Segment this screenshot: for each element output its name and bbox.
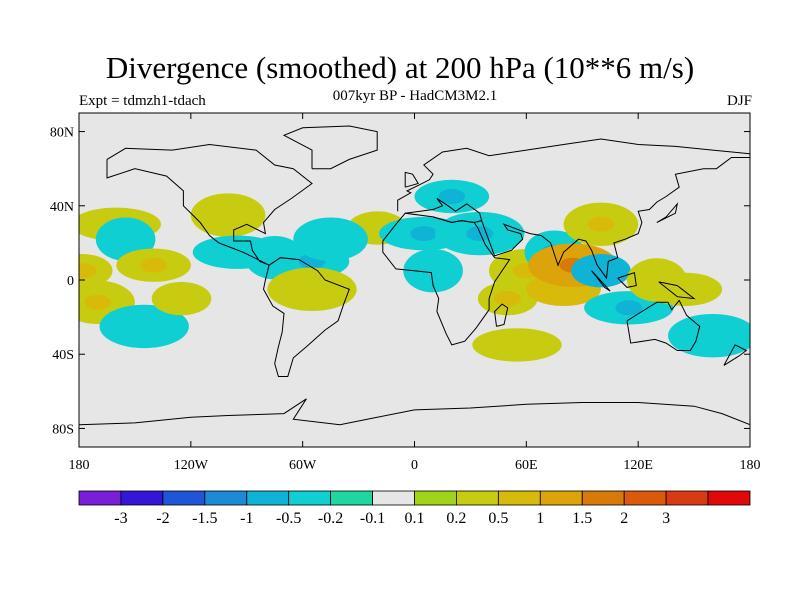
coastline-segment bbox=[658, 281, 696, 300]
coastline-segment bbox=[656, 202, 679, 223]
divergence-core bbox=[84, 294, 111, 310]
colorbar-label: 0.1 bbox=[405, 510, 425, 527]
divergence-core bbox=[699, 328, 727, 344]
divergence-core bbox=[140, 257, 168, 273]
coastlines bbox=[79, 125, 750, 426]
colorbar-label: -1.5 bbox=[192, 510, 217, 527]
coastline-segment bbox=[626, 299, 701, 351]
divergence-core bbox=[419, 263, 447, 279]
colorbar-label: 0.2 bbox=[446, 510, 466, 527]
season-label: DJF bbox=[726, 93, 752, 109]
colorbar-label: 0.5 bbox=[488, 510, 508, 527]
colorbar-swatch bbox=[288, 490, 332, 506]
colorbar-label: -2 bbox=[156, 510, 169, 527]
coastline-segment bbox=[397, 138, 750, 212]
colorbar-swatch bbox=[497, 490, 541, 506]
colorbar-label: 1 bbox=[536, 510, 544, 527]
lon-tick-label: 60W bbox=[289, 458, 317, 473]
divergence-core bbox=[587, 216, 615, 232]
divergence-core bbox=[168, 291, 195, 307]
divergence-core bbox=[410, 226, 438, 242]
lat-tick-label: 40N bbox=[50, 200, 74, 215]
coastline-segment bbox=[591, 270, 611, 292]
colorbar-label: -3 bbox=[114, 510, 127, 527]
colorbar-label: 3 bbox=[662, 510, 670, 527]
coastline-segment bbox=[282, 125, 378, 170]
experiment-label: Expt = tdmzh1-tdach bbox=[79, 93, 206, 109]
coastline-segment bbox=[404, 171, 419, 188]
lon-tick-label: 60E bbox=[515, 458, 538, 473]
colorbar-swatch bbox=[372, 490, 415, 506]
map-title: Divergence (smoothed) at 200 hPa (10**6 … bbox=[105, 50, 695, 85]
colorbar-swatch bbox=[581, 490, 625, 506]
colorbar-swatch bbox=[455, 490, 499, 506]
colorbar-swatch bbox=[120, 490, 164, 506]
colorbar-label: -0.1 bbox=[360, 510, 385, 527]
colorbar-swatch bbox=[78, 490, 122, 506]
lat-tick-label: 0 bbox=[67, 274, 74, 289]
divergence-core bbox=[298, 281, 326, 297]
divergence-core bbox=[438, 189, 466, 204]
colorbar-label: 2 bbox=[620, 510, 628, 527]
colorbar-label: -1 bbox=[240, 510, 253, 527]
coastline-segment bbox=[382, 212, 511, 346]
lat-tick-label: 40S bbox=[52, 348, 74, 363]
colorbar-label: 1.5 bbox=[572, 510, 592, 527]
divergence-core bbox=[615, 300, 643, 316]
colorbar-swatch bbox=[204, 490, 248, 506]
divergence-core bbox=[214, 207, 242, 223]
divergence-core bbox=[466, 226, 494, 242]
colorbar-swatch bbox=[414, 490, 457, 506]
coastline-segment bbox=[262, 257, 350, 377]
coastline-segment bbox=[723, 344, 748, 366]
divergence-core bbox=[130, 318, 158, 334]
coastline-segment bbox=[481, 157, 750, 280]
lon-tick-label: 180 bbox=[69, 458, 90, 473]
divergence-core bbox=[317, 231, 344, 247]
colorbar-swatch bbox=[162, 490, 206, 506]
lon-tick-label: 120W bbox=[174, 458, 209, 473]
colorbar-swatch bbox=[539, 490, 583, 506]
colorbar: -3 -2 -1.5 -1 -0.5 -0.2 -0.1 0.1 0.2 0.5 1 1.5 2 3 bbox=[78, 490, 751, 527]
map-subtitle: 007kyr BP - HadCM3M2.1 bbox=[332, 88, 498, 104]
lon-tick-label: 120E bbox=[623, 458, 653, 473]
divergence-core bbox=[503, 337, 531, 353]
coastline-segment bbox=[494, 303, 509, 327]
colorbar-swatch bbox=[707, 490, 751, 506]
colorbar-swatch bbox=[623, 490, 667, 506]
lon-tick-label: 180 bbox=[740, 458, 761, 473]
lon-tick-label: 0 bbox=[411, 458, 418, 473]
divergence-core bbox=[224, 244, 251, 260]
divergence-core bbox=[112, 231, 139, 247]
divergence-field bbox=[79, 179, 750, 362]
colorbar-swatch bbox=[246, 490, 290, 506]
colorbar-swatch bbox=[665, 490, 709, 506]
lat-tick-label: 80N bbox=[50, 126, 74, 141]
colorbar-label: -0.5 bbox=[276, 510, 301, 527]
coastline-segment bbox=[617, 271, 637, 288]
colorbar-swatch bbox=[330, 490, 373, 506]
coastline-segment bbox=[106, 143, 313, 266]
axis-ticks: 80N 40N 0 40S 80S 180 120W 60W 0 60E 120E 180 bbox=[50, 113, 761, 473]
divergence-core bbox=[671, 281, 699, 297]
lat-tick-label: 80S bbox=[52, 422, 74, 437]
colorbar-label: -0.2 bbox=[318, 510, 343, 527]
divergence-core bbox=[79, 263, 97, 279]
divergence-core bbox=[494, 291, 522, 307]
coastline-segment bbox=[79, 398, 750, 426]
